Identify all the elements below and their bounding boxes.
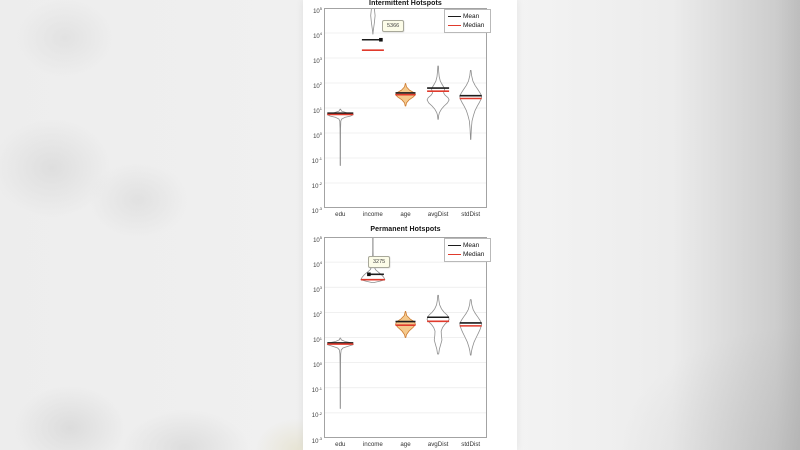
x-tick-label-edu: edu: [335, 211, 346, 218]
plot-area: [324, 8, 487, 184]
matlab-figure: Intermittent Hotspots Mean Median 5366 P…: [303, 0, 517, 450]
y-tick-label: 100: [313, 131, 322, 140]
x-tick-label-stdDist: stdDist: [461, 211, 481, 218]
axes-border: [324, 8, 487, 208]
legend-row-median: Median: [448, 250, 490, 259]
x-tick-label-age: age: [400, 441, 411, 448]
plot-title-intermittent: Intermittent Hotspots: [369, 0, 442, 7]
x-tick-label-edu: edu: [335, 441, 346, 448]
legend-row-mean: Mean: [448, 12, 490, 21]
y-tick-label: 102: [313, 81, 322, 90]
y-tick-label: 10-3: [311, 206, 322, 215]
violin-avgDist: [426, 294, 450, 355]
y-tick-label: 105: [313, 6, 322, 15]
x-tick-label-age: age: [400, 211, 411, 218]
legend-row-median: Median: [448, 21, 490, 30]
x-tick-label-avgDist: avgDist: [427, 441, 449, 448]
median-line-swatch: [448, 25, 461, 26]
legend-permanent: Mean Median: [444, 238, 491, 262]
violin-plot-permanent: [324, 237, 487, 438]
violin-income: [370, 8, 376, 35]
axes-border: [324, 237, 487, 438]
violin-stdDist: [459, 299, 483, 356]
violin-avgDist: [426, 65, 450, 120]
datatip-marker[interactable]: [379, 37, 383, 42]
legend-mean-label: Mean: [463, 13, 480, 20]
x-tick-label-income: income: [362, 441, 383, 448]
y-tick-label: 105: [313, 235, 322, 244]
y-tick-label: 10-3: [311, 436, 322, 445]
plot-area: [324, 237, 487, 414]
x-tick-label-avgDist: avgDist: [427, 211, 449, 218]
y-tick-label: 101: [313, 106, 322, 115]
legend-row-mean: Mean: [448, 241, 490, 250]
y-tick-label: 102: [313, 310, 322, 319]
y-tick-label: 101: [313, 335, 322, 345]
violin-edu: [326, 108, 354, 166]
y-tick-label: 103: [313, 56, 322, 65]
y-tick-label: 104: [313, 260, 322, 269]
legend-median-label: Median: [463, 22, 485, 29]
legend-mean-label: Mean: [463, 242, 480, 249]
violin-stdDist: [459, 69, 483, 140]
x-tick-label-income: income: [362, 211, 383, 218]
median-line-swatch: [448, 254, 461, 255]
legend-median-label: Median: [463, 251, 485, 258]
violin-edu: [326, 337, 354, 409]
y-tick-label: 100: [313, 360, 322, 370]
y-tick-label: 104: [313, 31, 322, 40]
y-tick-label: 10-2: [311, 410, 322, 420]
violin-plot-intermittent: [324, 8, 487, 208]
legend-intermittent: Mean Median: [444, 9, 491, 33]
y-tick-label: 103: [313, 285, 322, 294]
y-tick-label: 10-1: [311, 385, 322, 395]
datatip-income-mean-intermittent[interactable]: 5366: [382, 20, 405, 32]
datatip-marker[interactable]: [367, 272, 371, 277]
mean-line-swatch: [448, 16, 461, 17]
plot-title-permanent: Permanent Hotspots: [370, 226, 441, 233]
x-tick-label-stdDist: stdDist: [461, 441, 481, 448]
datatip-income-mean-permanent[interactable]: 3275: [368, 256, 391, 268]
y-tick-label: 10-2: [311, 181, 322, 190]
y-tick-label: 10-1: [311, 156, 322, 165]
mean-line-swatch: [448, 245, 461, 246]
